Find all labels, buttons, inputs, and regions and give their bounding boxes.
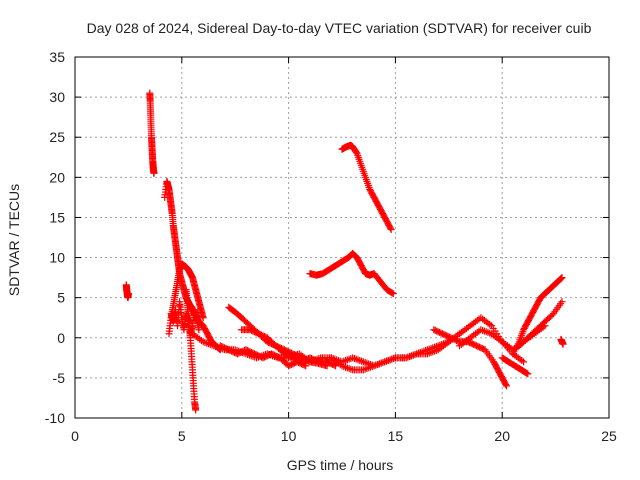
x-tick-label: 15	[388, 428, 404, 444]
data-point-marker	[388, 289, 396, 297]
data-point-marker	[523, 369, 531, 377]
data-point-marker	[195, 326, 203, 334]
y-tick-label: 35	[49, 49, 65, 65]
series	[167, 298, 203, 338]
y-tick-label: 30	[49, 89, 65, 105]
series	[557, 335, 567, 348]
x-tick-label: 5	[178, 428, 186, 444]
y-tick-label: 20	[49, 169, 65, 185]
x-axis-label: GPS time / hours	[287, 457, 394, 473]
data-point-marker	[150, 169, 158, 177]
series	[146, 89, 158, 177]
series	[430, 326, 510, 390]
y-tick-label: 25	[49, 129, 65, 145]
data-point-marker	[302, 362, 310, 370]
series	[238, 326, 340, 370]
x-tick-label: 20	[494, 428, 510, 444]
data-point-marker	[352, 148, 360, 156]
y-tick-label: 0	[57, 330, 65, 346]
series	[327, 338, 453, 374]
data-point-marker	[557, 275, 565, 283]
data-points	[122, 89, 567, 414]
series	[498, 354, 532, 378]
data-point-marker	[502, 381, 510, 389]
data-point-marker	[389, 290, 397, 298]
plot-frame	[74, 56, 610, 419]
y-tick-label: 15	[49, 209, 65, 225]
x-tick-labels: 0 5 10 15 20 25	[71, 428, 617, 444]
data-point-marker	[558, 298, 566, 306]
x-tick-label: 25	[601, 428, 617, 444]
chart-title: Day 028 of 2024, Sidereal Day-to-day VTE…	[87, 20, 592, 36]
x-tick-label: 0	[71, 428, 79, 444]
data-point-marker	[300, 361, 308, 369]
series	[509, 274, 566, 358]
data-point-marker	[386, 224, 394, 232]
series	[338, 141, 395, 233]
data-point-marker	[558, 274, 566, 282]
data-point-marker	[559, 340, 567, 348]
series	[216, 342, 310, 370]
data-point-marker	[502, 382, 510, 390]
y-tick-label: 5	[57, 290, 65, 306]
series	[515, 298, 566, 350]
data-point-marker	[192, 406, 200, 414]
data-point-marker	[124, 290, 132, 298]
data-point-marker	[557, 274, 565, 282]
data-point-marker	[524, 370, 532, 378]
y-tick-label: 10	[49, 250, 65, 266]
y-tick-label: -5	[53, 370, 66, 386]
series	[306, 250, 397, 298]
y-tick-labels: -10 -5 0 5 10 15 20 25 30 35	[45, 49, 65, 426]
x-tick-label: 10	[281, 428, 297, 444]
series	[165, 260, 207, 338]
y-axis-label: SDTVAR / TECUs	[6, 184, 22, 296]
series	[122, 281, 132, 302]
y-tick-label: -10	[45, 410, 65, 426]
data-point-marker	[199, 314, 207, 322]
data-point-marker	[520, 358, 528, 366]
data-point-marker	[387, 225, 395, 233]
